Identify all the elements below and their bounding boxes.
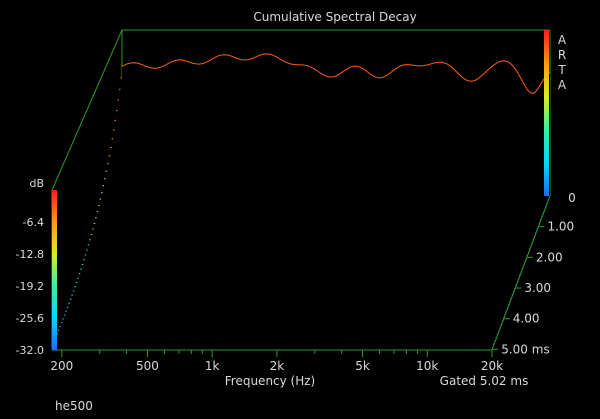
footer-label: he500	[55, 399, 93, 413]
color-scales	[52, 30, 549, 350]
x-tick-label: 1k	[205, 359, 220, 373]
arta-letter: A	[558, 33, 567, 47]
z-tick-label: 3.00	[524, 281, 551, 295]
x-tick-label: 500	[136, 359, 159, 373]
decay-slices	[52, 53, 551, 350]
x-axis-label: Frequency (Hz)	[225, 374, 316, 388]
right-color-scale	[544, 30, 549, 196]
x-tick-label: 5k	[355, 359, 370, 373]
x-tick-label: 20k	[481, 359, 503, 373]
left-color-scale	[52, 190, 57, 350]
arta-letter: R	[558, 48, 566, 62]
x-tick-label: 2k	[270, 359, 285, 373]
z-tick-label: 1.00	[547, 220, 574, 234]
chart-title: Cumulative Spectral Decay	[253, 10, 416, 24]
right-scale-zero-label: 0	[568, 191, 576, 205]
arta-letter: A	[558, 78, 567, 92]
y-tick-label: -32.0	[16, 344, 44, 357]
frame-left-diagonal	[51, 29, 123, 191]
decay-slice-mask	[122, 53, 550, 197]
decay-slice-line	[121, 53, 551, 94]
x-tick-label: 10k	[416, 359, 438, 373]
gated-label: Gated 5.02 ms	[440, 374, 529, 388]
z-tick-label: 5.00 ms	[501, 342, 549, 356]
y-tick-label: -6.4	[23, 216, 44, 229]
z-tick-label: 2.00	[536, 250, 563, 264]
y-axis-label: dB	[29, 177, 44, 190]
axis-ticks: 200 500 1k 2k 5k 10k 20k 1.00 2.00 3.00 4.00 5.00 m…	[16, 216, 575, 373]
y-tick-label: -25.6	[16, 312, 44, 325]
y-tick-label: -19.2	[16, 280, 44, 293]
z-tick-label: 4.00	[513, 312, 540, 326]
arta-letter: T	[557, 63, 566, 77]
frame-right-diagonal	[491, 195, 551, 351]
x-tick-label: 200	[50, 359, 73, 373]
y-tick-label: -12.8	[16, 248, 44, 261]
